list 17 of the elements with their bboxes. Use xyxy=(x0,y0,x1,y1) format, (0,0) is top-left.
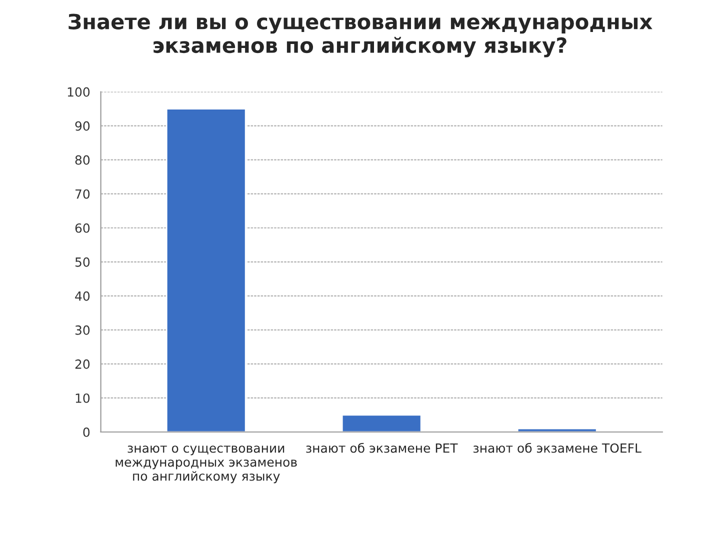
y-tick-label: 70 xyxy=(76,189,90,199)
bar xyxy=(166,108,246,432)
y-tick-label: 100 xyxy=(68,87,90,97)
bar xyxy=(341,414,422,432)
y-tick-label: 60 xyxy=(75,223,90,233)
x-tick-label: знают об экзамене TOEFL xyxy=(474,442,642,453)
y-tick-label: 30 xyxy=(75,325,90,335)
y-tick-label: 50 xyxy=(75,257,90,267)
y-tick-label: 80 xyxy=(75,155,90,165)
chart-title: Знаете ли вы о существовании международных экзаменов по английскому языку? xyxy=(68,14,652,58)
y-tick-label: 40 xyxy=(75,291,90,301)
y-tick-label: 10 xyxy=(76,393,90,403)
y-tick-label: 90 xyxy=(75,121,90,131)
y-tick-label: 20 xyxy=(75,359,90,369)
y-tick-label: 0 xyxy=(83,427,90,437)
x-tick-label: знают об экзамене PET xyxy=(306,442,458,453)
x-tick-label: знают о существовании международных экзаменов по английскому языку xyxy=(116,446,297,484)
